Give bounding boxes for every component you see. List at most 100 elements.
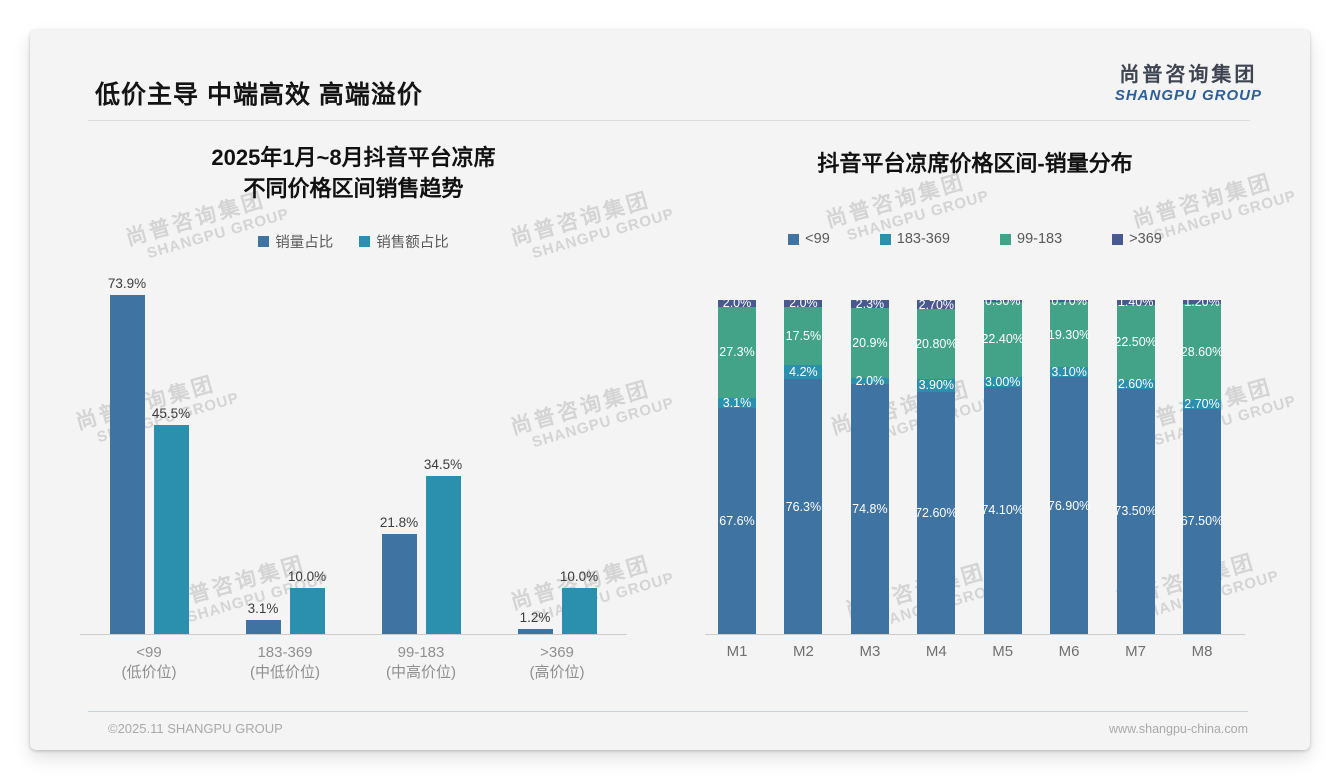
stack-segment-183-369: 4.2%: [784, 365, 823, 380]
bar-value-label: 73.9%: [107, 275, 147, 291]
stack-segment->369: 2.3%: [850, 300, 889, 311]
legend-swatch-icon: [1112, 233, 1124, 245]
x-tick-label: M7: [1125, 643, 1147, 660]
stack-segment->369: 2.0%: [718, 300, 756, 311]
company-logo: 尚普咨询集团 SHANGPU GROUP: [1115, 58, 1262, 104]
bar-销售额占比->369: [561, 588, 597, 634]
stack-segment-99-183: 17.5%: [784, 306, 823, 366]
x-category-label: <99 (低价位): [79, 643, 219, 683]
segment-value-label: 67.6%: [719, 514, 755, 529]
segment-value-label: 74.8%: [852, 502, 888, 517]
legend-swatch-icon: [1000, 233, 1011, 245]
stack-segment-<99: 74.8%: [850, 384, 889, 634]
stack-segment-<99: 67.6%: [718, 408, 756, 634]
segment-value-label: 2.70%: [1184, 397, 1220, 412]
footer-website: www.shangpu-china.com: [1109, 722, 1248, 736]
legend-label: 销量占比: [275, 235, 334, 251]
stack-segment-99-183: 27.3%: [718, 306, 756, 398]
segment-value-label: 76.3%: [785, 499, 822, 514]
stack-segment->369: 1.20%: [1183, 300, 1221, 309]
stack-segment->369: 0.50%: [983, 300, 1022, 308]
bar-销售额占比-99-183: [425, 475, 461, 634]
bar-value-label: 10.0%: [559, 569, 599, 585]
right-chart-x-axis: [705, 634, 1245, 635]
x-tick-label: M1: [726, 643, 748, 660]
legend-label: 183-369: [896, 231, 950, 247]
segment-value-label: 74.10%: [981, 503, 1024, 518]
segment-value-label: 76.90%: [1047, 498, 1091, 513]
segment-value-label: 4.2%: [789, 365, 818, 380]
title-divider: [88, 120, 1250, 121]
right-chart-plot: 67.6% 3.1% 27.3% 2.0% 76.3% 4.2% 17.5% 2.0% 74.8…: [705, 300, 1245, 634]
footer-copyright: ©2025.11 SHANGPU GROUP: [108, 721, 283, 736]
legend-label: 销售额占比: [376, 235, 449, 251]
x-category-line2: (中低价位): [250, 664, 320, 681]
bar-value-label: 34.5%: [423, 456, 463, 472]
x-category-line1: >369: [540, 644, 574, 661]
left-chart-legend: 销量占比 销售额占比: [80, 231, 627, 252]
slide-card: 尚普咨询集团 SHANGPU GROUP 尚普咨询集团 SHANGPU GROUP 尚普…: [30, 30, 1310, 750]
segment-value-label: 27.3%: [719, 345, 755, 360]
segment-value-label: 2.0%: [722, 300, 752, 311]
stack-segment-183-369: 2.70%: [1183, 397, 1221, 412]
logo-cn-text: 尚普咨询集团: [1119, 64, 1258, 86]
legend-swatch-icon: [879, 233, 891, 245]
segment-value-label: 2.0%: [789, 300, 818, 311]
stack-segment-183-369: 2.0%: [850, 374, 889, 388]
x-tick-label: M8: [1191, 643, 1213, 660]
legend-item: 销售额占比: [359, 231, 449, 252]
stack-segment-183-369: 3.1%: [718, 396, 756, 410]
left-chart-plot: 73.9% 3.1% 21.8% 1.2% 45.5% 10.0% 34.5% 10.0%: [80, 260, 627, 634]
stack-segment-<99: 73.50%: [1114, 388, 1157, 634]
bar-value-label: 45.5%: [151, 406, 191, 422]
right-chart-title: 抖音平台凉席价格区间-销量分布: [817, 151, 1133, 176]
x-category-label: 99-183 (中高价位): [351, 643, 491, 683]
stack-segment->369: 0.70%: [1050, 300, 1089, 308]
stack-segment->369: 1.40%: [1116, 300, 1155, 309]
segment-value-label: 22.50%: [1114, 335, 1157, 350]
x-category-line2: (中高价位): [386, 664, 456, 681]
legend-item: 99-183: [1000, 231, 1062, 247]
left-chart-title: 2025年1月~8月抖音平台凉席 不同价格区间销售趋势: [80, 142, 627, 204]
segment-value-label: 67.50%: [1180, 514, 1224, 529]
segment-value-label: 2.0%: [855, 373, 885, 388]
stack-segment-<99: 76.90%: [1047, 377, 1091, 634]
stack-segment-99-183: 22.50%: [1114, 304, 1157, 380]
x-category-line2: (低价位): [121, 664, 177, 681]
legend-item: <99: [788, 231, 830, 247]
right-chart-legend: <99 183-369 99-183 >369: [705, 231, 1245, 247]
footer-divider: [88, 711, 1248, 712]
legend-label: 99-183: [1017, 231, 1063, 247]
bar-销量占比-183-369: [245, 619, 281, 634]
stack-segment->369: 2.0%: [784, 300, 823, 311]
left-chart-x-axis: [80, 634, 627, 635]
legend-swatch-icon: [359, 236, 371, 247]
legend-item: >369: [1112, 231, 1162, 247]
page-title: 低价主导 中端高效 高端溢价: [95, 81, 423, 109]
x-category-line1: 99-183: [397, 644, 445, 661]
left-chart-title-line2: 不同价格区间销售趋势: [243, 176, 464, 201]
stack-segment-<99: 76.3%: [784, 379, 823, 634]
legend-item: 183-369: [879, 231, 950, 247]
x-category-line1: <99: [136, 644, 162, 661]
x-category-line2: (高价位): [529, 664, 585, 681]
stack-segment-99-183: 28.60%: [1180, 304, 1224, 400]
stack-segment-<99: 67.50%: [1180, 408, 1224, 634]
segment-value-label: 22.40%: [981, 332, 1024, 347]
x-tick-label: M3: [859, 643, 881, 660]
segment-value-label: 20.80%: [915, 336, 958, 351]
stack-segment-183-369: 2.60%: [1116, 377, 1155, 391]
segment-value-label: 28.60%: [1180, 344, 1224, 359]
bar-value-label: 1.2%: [519, 609, 551, 625]
bar-value-label: 10.0%: [287, 569, 327, 585]
stack-segment-<99: 74.10%: [981, 386, 1024, 634]
legend-swatch-icon: [788, 233, 800, 245]
bar-销量占比->369: [517, 628, 553, 634]
stack-segment-99-183: 19.30%: [1048, 302, 1090, 367]
x-category-label: >369 (高价位): [487, 643, 627, 683]
bar-销售额占比-<99: [153, 425, 189, 634]
segment-value-label: 1.40%: [1117, 300, 1154, 310]
x-tick-label: M5: [992, 643, 1014, 660]
segment-value-label: 0.50%: [984, 300, 1021, 308]
logo-en-text: SHANGPU GROUP: [1114, 87, 1262, 104]
